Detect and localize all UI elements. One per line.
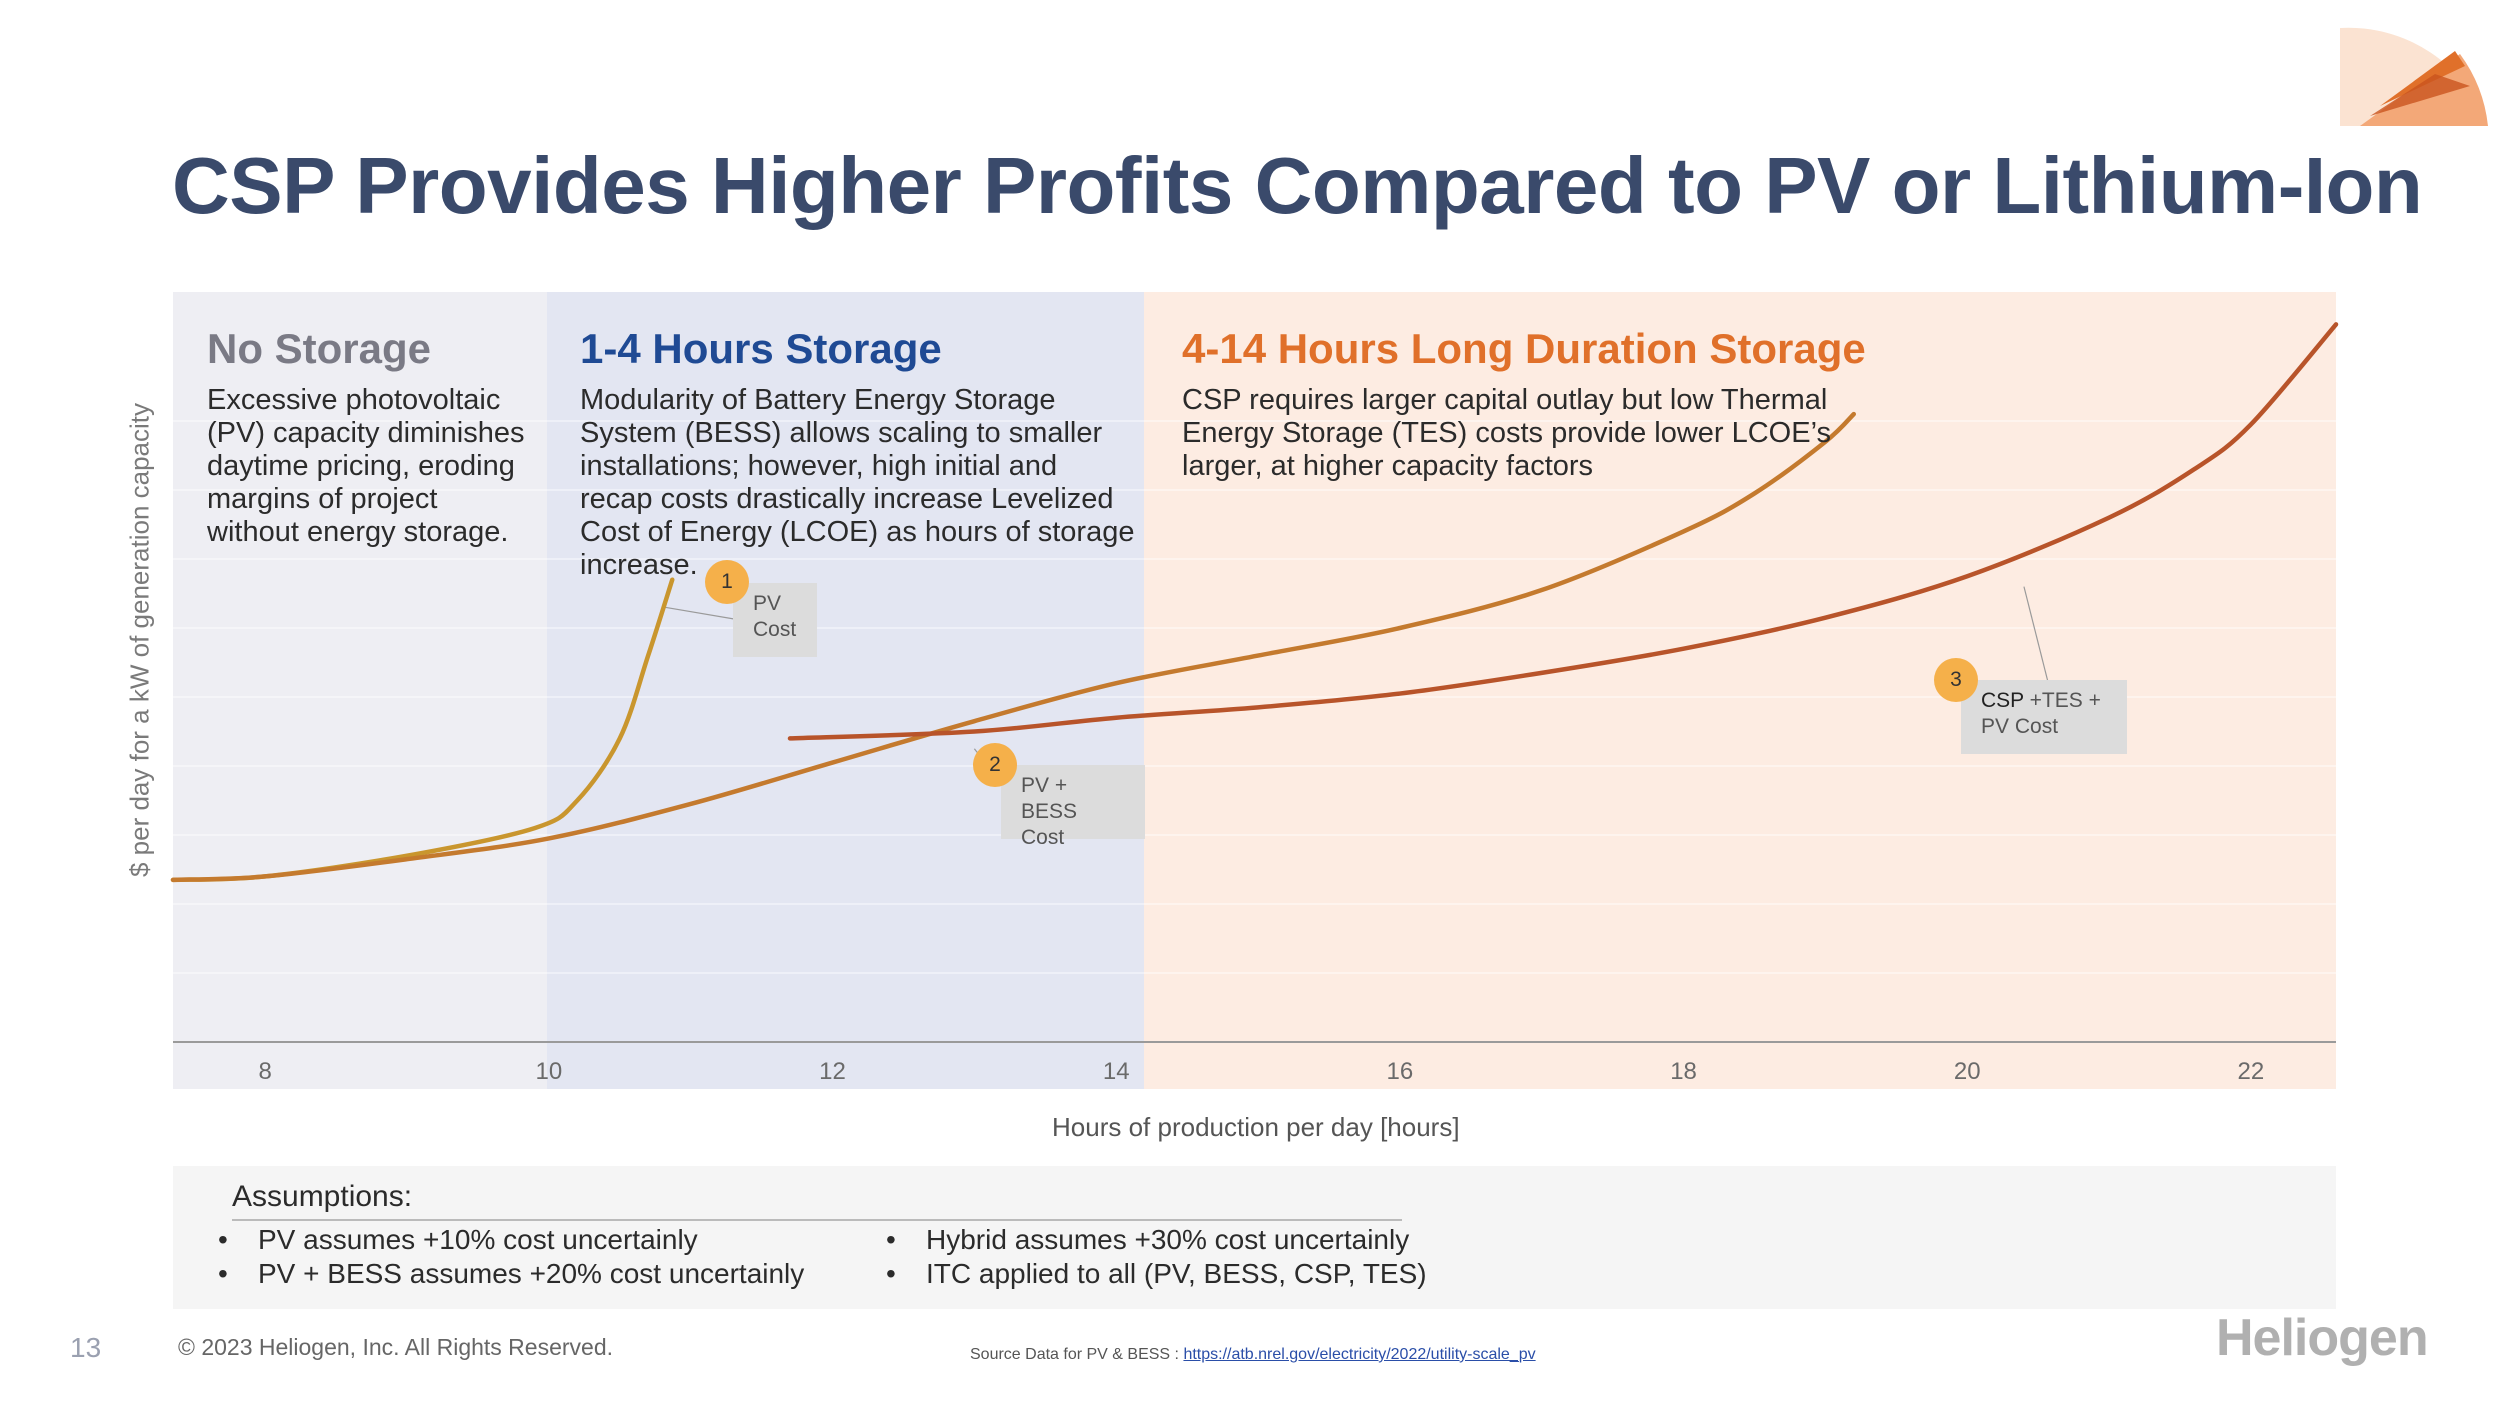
assumptions-divider	[232, 1219, 1402, 1221]
assumption-item: • PV + BESS assumes +20% cost uncertainly	[218, 1258, 804, 1290]
callout-pv-line1: PV	[753, 592, 782, 615]
callout-badge-1: 1	[705, 560, 749, 604]
callout-pv-bess-line2: Cost	[1021, 826, 1065, 849]
bullet-dot: •	[886, 1224, 896, 1255]
callout-pv-line2: Cost	[753, 618, 797, 641]
x-tick-label: 22	[2238, 1058, 2265, 1085]
source-note: Source Data for PV & BESS : https://atb.…	[970, 1346, 1536, 1364]
callout-leader-line	[2023, 586, 2051, 691]
corner-sunburst-logo	[2340, 27, 2488, 126]
heliogen-logo: Heliogen	[2216, 1309, 2429, 1367]
zone-heading-long-storage: 4-14 Hours Long Duration Storage	[1182, 325, 1866, 372]
zone-text-no-storage: Excessive photovoltaic (PV) capacity dim…	[207, 384, 525, 548]
zone-text-short-storage: Modularity of Battery Energy Storage Sys…	[580, 384, 1135, 581]
x-tick-label: 12	[819, 1058, 846, 1085]
series-line-csp-tes-pv-cost	[787, 322, 2339, 741]
x-tick-label: 8	[259, 1058, 272, 1085]
bullet-dot: •	[218, 1224, 228, 1255]
callout-csp-bold: CSP	[1981, 689, 2024, 712]
source-link[interactable]: https://atb.nrel.gov/electricity/2022/ut…	[1183, 1346, 1536, 1363]
zone-band-long-storage	[1144, 292, 2336, 1089]
callout-pv-cost: PV Cost	[733, 583, 817, 657]
series-line-pv-bess-cost	[170, 411, 1857, 883]
x-axis-label: Hours of production per day [hours]	[1052, 1112, 1460, 1142]
assumption-text: PV + BESS assumes +20% cost uncertainly	[258, 1258, 805, 1289]
callout-csp-line1: +TES +	[2023, 689, 2101, 712]
x-tick-label: 14	[1103, 1058, 1130, 1085]
assumptions-title: Assumptions:	[232, 1180, 413, 1213]
zone-band-short-storage	[547, 292, 1144, 1089]
source-label: Source Data for PV & BESS :	[970, 1346, 1184, 1363]
assumptions-panel	[173, 1166, 2336, 1309]
assumption-text: ITC applied to all (PV, BESS, CSP, TES)	[926, 1258, 1427, 1289]
callout-badge-3: 3	[1934, 658, 1978, 702]
assumption-text: Hybrid assumes +30% cost uncertainly	[926, 1224, 1410, 1255]
zone-heading-short-storage: 1-4 Hours Storage	[580, 325, 942, 372]
assumption-item: • PV assumes +10% cost uncertainly	[218, 1224, 698, 1256]
bullet-dot: •	[218, 1258, 228, 1289]
callout-pv-bess-line1: PV + BESS	[1021, 774, 1078, 823]
copyright-notice: © 2023 Heliogen, Inc. All Rights Reserve…	[178, 1334, 614, 1360]
callout-csp-cost: CSP +TES + PV Cost	[1961, 680, 2127, 754]
zone-heading-no-storage: No Storage	[207, 325, 432, 372]
page-number: 13	[70, 1332, 102, 1363]
page-title: CSP Provides Higher Profits Compared to …	[172, 141, 2423, 230]
callout-leader-line	[665, 606, 741, 621]
x-tick-label: 20	[1954, 1058, 1981, 1085]
zone-text-long-storage: CSP requires larger capital outlay but l…	[1182, 384, 1832, 482]
x-tick-label: 16	[1387, 1058, 1414, 1085]
callout-pv-bess-cost: PV + BESS Cost	[1001, 765, 1145, 849]
callout-badge-2: 2	[973, 743, 1017, 787]
assumption-text: PV assumes +10% cost uncertainly	[258, 1224, 698, 1255]
assumption-item: • Hybrid assumes +30% cost uncertainly	[886, 1224, 1409, 1256]
y-axis-label: $ per day for a kW of generation capacit…	[124, 402, 155, 878]
zone-band-no-storage	[173, 292, 547, 1089]
callout-csp-line2: PV Cost	[1981, 715, 2059, 738]
assumption-item: • ITC applied to all (PV, BESS, CSP, TES)	[886, 1258, 1427, 1290]
bullet-dot: •	[886, 1258, 896, 1289]
x-tick-label: 18	[1670, 1058, 1697, 1085]
x-tick-label: 10	[536, 1058, 563, 1085]
